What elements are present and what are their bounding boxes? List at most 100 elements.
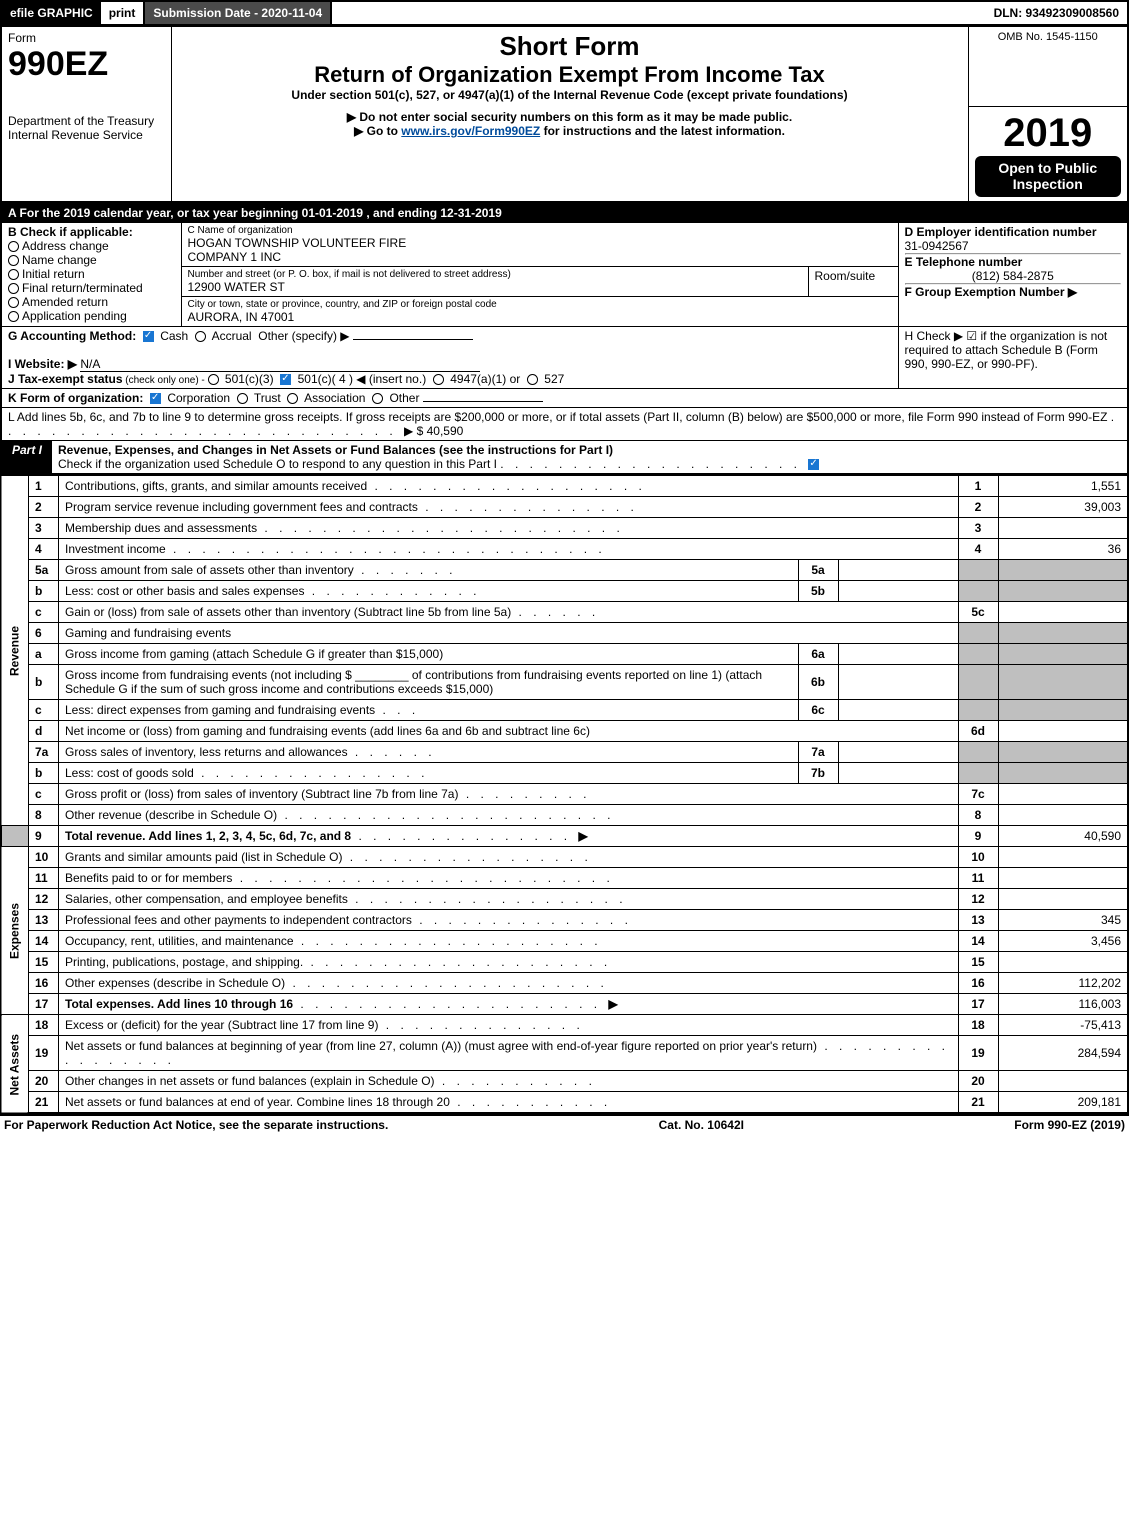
- print-label[interactable]: print: [101, 2, 144, 24]
- l15-amt: [998, 952, 1128, 973]
- open-inspection-badge: Open to Public Inspection: [975, 156, 1122, 198]
- grey-cell: [998, 700, 1128, 721]
- l10-amt: [998, 847, 1128, 868]
- org-name-2: COMPANY 1 INC: [188, 250, 892, 264]
- sidetab-revenue: Revenue: [1, 476, 29, 826]
- line-i-label: I Website: ▶: [8, 357, 77, 371]
- l10-desc: Grants and similar amounts paid (list in…: [65, 850, 342, 864]
- grey-cell: [1, 826, 29, 847]
- dept-treasury: Department of the Treasury: [8, 114, 165, 128]
- l6a-sub: 6a: [798, 644, 838, 665]
- box-c-name-label: C Name of organization: [188, 225, 892, 236]
- goto-post: for instructions and the latest informat…: [540, 124, 785, 138]
- l9-col: 9: [958, 826, 998, 847]
- l11-amt: [998, 868, 1128, 889]
- dots: . . . . . . . . . . . . . . . . . . . . …: [500, 457, 808, 471]
- irs-link[interactable]: www.irs.gov/Form990EZ: [401, 124, 540, 138]
- l15-col: 15: [958, 952, 998, 973]
- website-value: N/A: [80, 357, 480, 372]
- l20-col: 20: [958, 1071, 998, 1092]
- l1-desc: Contributions, gifts, grants, and simila…: [65, 479, 367, 493]
- ln-7a: 7a: [29, 742, 59, 763]
- grey-cell: [958, 623, 998, 644]
- chk-schedule-o[interactable]: [808, 459, 819, 470]
- box-d-label: D Employer identification number: [905, 225, 1122, 239]
- grey-cell: [998, 581, 1128, 602]
- l19-col: 19: [958, 1036, 998, 1071]
- l7c-desc: Gross profit or (loss) from sales of inv…: [65, 787, 458, 801]
- opt-other[interactable]: [372, 393, 383, 404]
- grey-cell: [998, 742, 1128, 763]
- chk-name[interactable]: Name change: [8, 253, 175, 267]
- chk-name-label: Name change: [22, 253, 97, 267]
- l3-col: 3: [958, 518, 998, 539]
- l7b-amt: [838, 763, 958, 784]
- grey-cell: [958, 763, 998, 784]
- chk-amended[interactable]: Amended return: [8, 295, 175, 309]
- chk-pending[interactable]: Application pending: [8, 309, 175, 323]
- chk-final[interactable]: Final return/terminated: [8, 281, 175, 295]
- l19-desc: Net assets or fund balances at beginning…: [65, 1039, 817, 1053]
- l7a-amt: [838, 742, 958, 763]
- footer-left: For Paperwork Reduction Act Notice, see …: [4, 1118, 388, 1132]
- part-i-check-note: Check if the organization used Schedule …: [58, 457, 497, 471]
- grey-cell: [958, 581, 998, 602]
- opt-other-field[interactable]: [423, 401, 543, 402]
- l1-col: 1: [958, 476, 998, 497]
- opt-trust[interactable]: [237, 393, 248, 404]
- opt-4947-label: 4947(a)(1) or: [450, 372, 520, 386]
- l14-col: 14: [958, 931, 998, 952]
- opt-501c-label: 501(c)( 4 ) ◀ (insert no.): [298, 372, 427, 386]
- grey-cell: [998, 623, 1128, 644]
- opt-assoc[interactable]: [287, 393, 298, 404]
- l13-col: 13: [958, 910, 998, 931]
- grey-cell: [998, 763, 1128, 784]
- l14-desc: Occupancy, rent, utilities, and maintena…: [65, 934, 294, 948]
- box-e-label: E Telephone number: [905, 255, 1122, 269]
- footer-center: Cat. No. 10642I: [659, 1118, 744, 1132]
- line-l-amount: $ 40,590: [417, 424, 464, 438]
- ln-6d: d: [29, 721, 59, 742]
- sidetab-netassets: Net Assets: [1, 1015, 29, 1114]
- grey-cell: [958, 665, 998, 700]
- ln-20: 20: [29, 1071, 59, 1092]
- l19-amt: 284,594: [998, 1036, 1128, 1071]
- ln-6b: b: [29, 665, 59, 700]
- chk-cash[interactable]: [143, 331, 154, 342]
- opt-501c3[interactable]: [208, 374, 219, 385]
- l3-desc: Membership dues and assessments: [65, 521, 257, 535]
- revenue-table: Revenue 1 Contributions, gifts, grants, …: [0, 475, 1129, 1114]
- room-suite-label: Room/suite: [808, 267, 898, 297]
- other-specify-field[interactable]: [353, 339, 473, 340]
- l5b-sub: 5b: [798, 581, 838, 602]
- ln-13: 13: [29, 910, 59, 931]
- footer-right: Form 990-EZ (2019): [1014, 1118, 1125, 1132]
- grey-cell: [958, 644, 998, 665]
- submission-date: Submission Date - 2020-11-04: [143, 2, 332, 24]
- opt-4947[interactable]: [433, 374, 444, 385]
- chk-address[interactable]: Address change: [8, 239, 175, 253]
- form-word: Form: [8, 31, 165, 45]
- city-value: AURORA, IN 47001: [188, 310, 892, 324]
- dln-label: DLN: 93492309008560: [986, 2, 1127, 24]
- l7c-amt: [998, 784, 1128, 805]
- l11-col: 11: [958, 868, 998, 889]
- l2-desc: Program service revenue including govern…: [65, 500, 418, 514]
- l5a-sub: 5a: [798, 560, 838, 581]
- l12-amt: [998, 889, 1128, 910]
- l2-col: 2: [958, 497, 998, 518]
- opt-corp[interactable]: [150, 393, 161, 404]
- ln-6c: c: [29, 700, 59, 721]
- opt-501c[interactable]: [280, 374, 291, 385]
- chk-address-label: Address change: [22, 239, 109, 253]
- chk-accrual[interactable]: [195, 331, 206, 342]
- l5a-amt: [838, 560, 958, 581]
- title-main: Return of Organization Exempt From Incom…: [178, 62, 962, 88]
- opt-527[interactable]: [527, 374, 538, 385]
- goto-pre: ▶ Go to: [354, 124, 401, 138]
- l18-amt: -75,413: [998, 1015, 1128, 1036]
- chk-initial[interactable]: Initial return: [8, 267, 175, 281]
- l7b-desc: Less: cost of goods sold: [65, 766, 194, 780]
- street-label: Number and street (or P. O. box, if mail…: [188, 269, 802, 280]
- l6a-desc: Gross income from gaming (attach Schedul…: [65, 647, 443, 661]
